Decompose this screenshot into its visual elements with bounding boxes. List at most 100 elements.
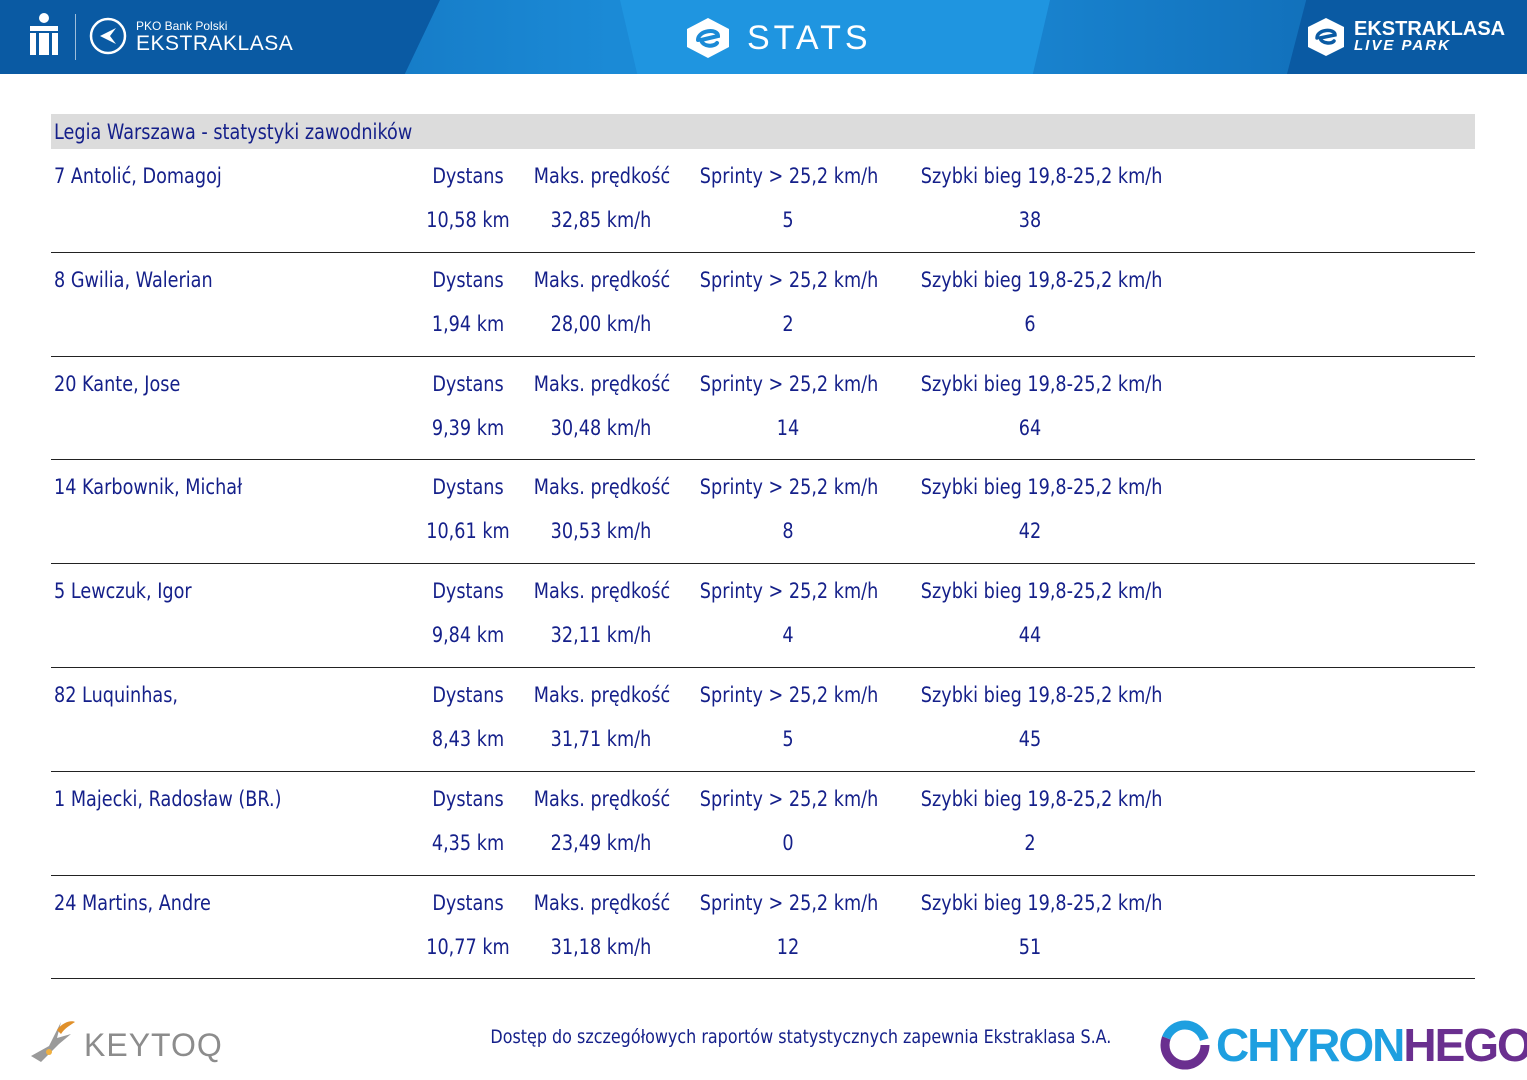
chyron-word: CHYRON: [1216, 1019, 1405, 1071]
distance-value: 9,84 km: [431, 623, 505, 648]
fast-run-label: Szybki bieg 19,8-25,2 km/h: [920, 475, 1163, 500]
player-row: 82 Luquinhas, Dystans Maks. prędkość Spr…: [51, 668, 1475, 772]
sprints-value: 5: [782, 208, 794, 232]
fast-run-value: 42: [1018, 519, 1042, 544]
header-bar: PKO Bank Polski EKSTRAKLASA STATS EKSTRA…: [0, 0, 1527, 74]
distance-value: 10,77 km: [426, 934, 510, 959]
distance-value: 4,35 km: [431, 830, 505, 855]
ekstraklasa-emblem-icon: [89, 17, 127, 55]
sprints-value: 5: [782, 726, 794, 751]
max-speed-value: 30,53 km/h: [550, 519, 652, 544]
footer-note: Dostęp do szczegółowych raportów statyst…: [490, 1026, 1112, 1048]
distance-label: Dystans: [432, 682, 504, 707]
max-speed-label: Maks. prędkość: [533, 164, 671, 188]
sprints-label: Sprinty > 25,2 km/h: [699, 267, 879, 292]
fast-run-value: 2: [1024, 830, 1036, 855]
fast-run-value: 38: [1018, 208, 1042, 232]
fast-run-value: 51: [1018, 934, 1042, 959]
max-speed-value: 23,49 km/h: [550, 830, 652, 855]
hego-word: HEGO: [1403, 1019, 1527, 1071]
chyronhego-swirl-icon: [1160, 1020, 1210, 1070]
distance-value: 9,39 km: [431, 415, 505, 440]
live-park-line2: LIVE PARK: [1354, 37, 1451, 54]
keytoq-logo-text: KEYTOQ: [84, 1027, 223, 1063]
player-row: 14 Karbownik, Michał Dystans Maks. prędk…: [51, 460, 1475, 565]
player-name: 8 Gwilia, Walerian: [54, 267, 213, 292]
distance-value: 8,43 km: [431, 726, 505, 751]
stats-title: STATS: [747, 19, 872, 57]
pko-logo-icon: [30, 13, 58, 55]
distance-label: Dystans: [432, 267, 504, 292]
sprints-label: Sprinty > 25,2 km/h: [699, 890, 879, 915]
live-park-line1: EKSTRAKLASA: [1354, 18, 1506, 40]
max-speed-label: Maks. prędkość: [533, 475, 671, 500]
player-name: 24 Martins, Andre: [54, 890, 211, 915]
player-row: 24 Martins, Andre Dystans Maks. prędkość…: [51, 876, 1475, 980]
distance-value: 10,58 km: [426, 208, 510, 232]
player-name: 20 Kante, Jose: [54, 371, 181, 396]
max-speed-value: 31,18 km/h: [550, 934, 652, 959]
sprints-value: 14: [776, 415, 800, 440]
player-name: 14 Karbownik, Michał: [54, 475, 243, 500]
player-row: 8 Gwilia, Walerian Dystans Maks. prędkoś…: [51, 253, 1475, 357]
brand-big-text: EKSTRAKLASA: [136, 32, 294, 55]
header-left-panel: [0, 0, 440, 74]
live-park-hexagon-icon: [1308, 18, 1344, 56]
player-name: 5 Lewczuk, Igor: [54, 579, 192, 604]
distance-label: Dystans: [432, 890, 504, 915]
sprints-label: Sprinty > 25,2 km/h: [699, 164, 879, 188]
max-speed-label: Maks. prędkość: [533, 786, 671, 811]
max-speed-value: 31,71 km/h: [550, 726, 652, 751]
fast-run-value: 64: [1018, 415, 1042, 440]
sprints-value: 12: [776, 934, 800, 959]
sprints-value: 4: [782, 623, 794, 648]
fast-run-value: 45: [1018, 726, 1042, 751]
fast-run-label: Szybki bieg 19,8-25,2 km/h: [920, 682, 1163, 707]
max-speed-value: 30,48 km/h: [550, 415, 652, 440]
fast-run-label: Szybki bieg 19,8-25,2 km/h: [920, 267, 1163, 292]
team-title: Legia Warszawa - statystyki zawodników: [54, 120, 413, 144]
sprints-value: 0: [782, 830, 794, 855]
player-row: 7 Antolić, Domagoj Dystans Maks. prędkoś…: [51, 149, 1475, 253]
player-stats-table: 7 Antolić, Domagoj Dystans Maks. prędkoś…: [51, 149, 1475, 980]
fast-run-label: Szybki bieg 19,8-25,2 km/h: [920, 890, 1163, 915]
distance-label: Dystans: [432, 164, 504, 188]
max-speed-label: Maks. prędkość: [533, 371, 671, 396]
player-name: 82 Luquinhas,: [54, 682, 179, 707]
max-speed-label: Maks. prędkość: [533, 890, 671, 915]
max-speed-value: 28,00 km/h: [550, 311, 652, 336]
distance-label: Dystans: [432, 475, 504, 500]
max-speed-label: Maks. prędkość: [533, 267, 671, 292]
player-row: 1 Majecki, Radosław (BR.) Dystans Maks. …: [51, 772, 1475, 876]
keytoq-bird-icon: [31, 1021, 75, 1062]
fast-run-label: Szybki bieg 19,8-25,2 km/h: [920, 579, 1163, 604]
player-name: 7 Antolić, Domagoj: [54, 164, 222, 188]
player-name: 1 Majecki, Radosław (BR.): [54, 786, 282, 811]
sprints-value: 2: [782, 311, 794, 336]
fast-run-label: Szybki bieg 19,8-25,2 km/h: [920, 786, 1163, 811]
sprints-value: 8: [782, 519, 794, 544]
brand-small-text: PKO Bank Polski: [136, 19, 228, 33]
sprints-label: Sprinty > 25,2 km/h: [699, 371, 879, 396]
sprints-label: Sprinty > 25,2 km/h: [699, 579, 879, 604]
fast-run-label: Szybki bieg 19,8-25,2 km/h: [920, 371, 1163, 396]
distance-value: 10,61 km: [426, 519, 510, 544]
fast-run-value: 44: [1018, 623, 1042, 648]
max-speed-label: Maks. prędkość: [533, 682, 671, 707]
fast-run-value: 6: [1024, 311, 1036, 336]
distance-value: 1,94 km: [431, 311, 505, 336]
sprints-label: Sprinty > 25,2 km/h: [699, 475, 879, 500]
distance-label: Dystans: [432, 371, 504, 396]
distance-label: Dystans: [432, 786, 504, 811]
chyronhego-logo-text: CHYRONHEGO: [1216, 1018, 1527, 1072]
max-speed-value: 32,85 km/h: [550, 208, 652, 232]
team-title-bar: Legia Warszawa - statystyki zawodników: [51, 114, 1475, 149]
player-row: 5 Lewczuk, Igor Dystans Maks. prędkość S…: [51, 564, 1475, 668]
player-row: 20 Kante, Jose Dystans Maks. prędkość Sp…: [51, 357, 1475, 461]
stats-hexagon-icon: [687, 18, 729, 58]
sprints-label: Sprinty > 25,2 km/h: [699, 682, 879, 707]
max-speed-label: Maks. prędkość: [533, 579, 671, 604]
max-speed-value: 32,11 km/h: [550, 623, 652, 648]
fast-run-label: Szybki bieg 19,8-25,2 km/h: [920, 164, 1163, 188]
sprints-label: Sprinty > 25,2 km/h: [699, 786, 879, 811]
